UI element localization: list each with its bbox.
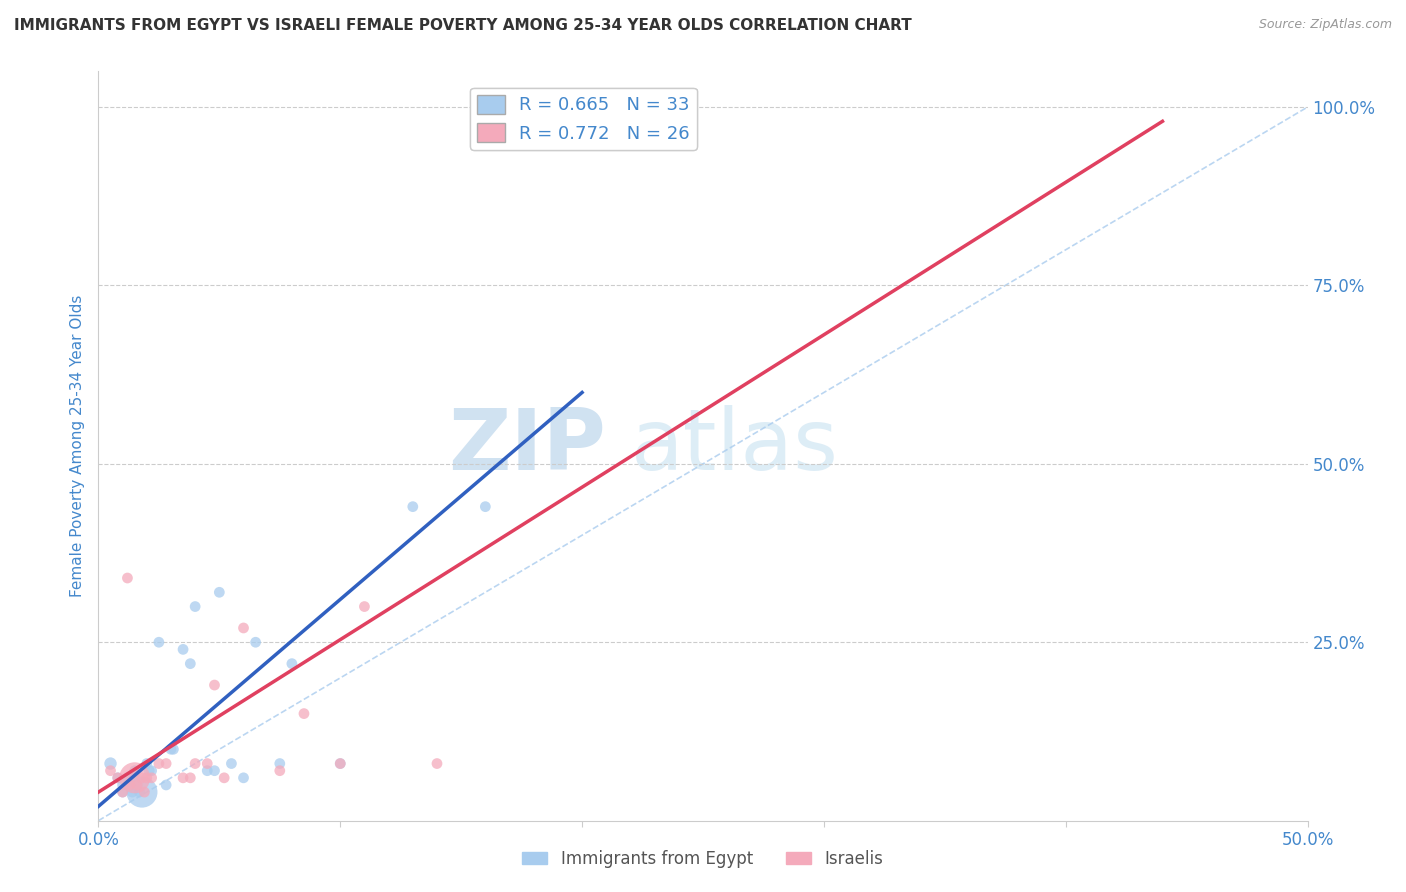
Point bbox=[329, 756, 352, 771]
Point bbox=[155, 756, 177, 771]
Point bbox=[269, 756, 291, 771]
Point bbox=[162, 742, 184, 756]
Point bbox=[148, 756, 170, 771]
Point bbox=[100, 756, 122, 771]
Point bbox=[204, 764, 226, 778]
Point bbox=[121, 785, 143, 799]
Point bbox=[127, 778, 149, 792]
Point bbox=[155, 778, 177, 792]
Point bbox=[179, 657, 201, 671]
Point bbox=[195, 764, 218, 778]
Point bbox=[124, 771, 146, 785]
Point bbox=[245, 635, 267, 649]
Point bbox=[184, 599, 207, 614]
Text: atlas: atlas bbox=[630, 404, 838, 488]
Point bbox=[292, 706, 315, 721]
Text: IMMIGRANTS FROM EGYPT VS ISRAELI FEMALE POVERTY AMONG 25-34 YEAR OLDS CORRELATIO: IMMIGRANTS FROM EGYPT VS ISRAELI FEMALE … bbox=[14, 18, 912, 33]
Point bbox=[179, 771, 201, 785]
Point bbox=[107, 771, 129, 785]
Point bbox=[117, 771, 139, 785]
Point bbox=[148, 635, 170, 649]
Point bbox=[128, 785, 150, 799]
Point bbox=[208, 585, 231, 599]
Point bbox=[135, 771, 157, 785]
Point bbox=[111, 778, 134, 792]
Point bbox=[402, 500, 425, 514]
Point bbox=[281, 657, 304, 671]
Point bbox=[232, 771, 254, 785]
Legend: R = 0.665   N = 33, R = 0.772   N = 26: R = 0.665 N = 33, R = 0.772 N = 26 bbox=[470, 88, 697, 150]
Point bbox=[141, 771, 163, 785]
Point bbox=[172, 771, 194, 785]
Point bbox=[124, 771, 146, 785]
Point bbox=[523, 136, 546, 150]
Point bbox=[329, 756, 352, 771]
Point bbox=[195, 756, 218, 771]
Text: ZIP: ZIP bbox=[449, 404, 606, 488]
Point bbox=[135, 756, 157, 771]
Point bbox=[111, 785, 134, 799]
Point bbox=[353, 599, 375, 614]
Text: Source: ZipAtlas.com: Source: ZipAtlas.com bbox=[1258, 18, 1392, 31]
Point bbox=[426, 756, 449, 771]
Point bbox=[118, 778, 141, 792]
Point bbox=[204, 678, 226, 692]
Point bbox=[172, 642, 194, 657]
Point bbox=[474, 500, 496, 514]
Point bbox=[131, 771, 153, 785]
Point bbox=[117, 571, 139, 585]
Point bbox=[100, 764, 122, 778]
Point bbox=[269, 764, 291, 778]
Point bbox=[124, 764, 146, 778]
Point bbox=[184, 756, 207, 771]
Point bbox=[160, 742, 183, 756]
Point bbox=[138, 764, 160, 778]
Point bbox=[107, 771, 129, 785]
Point bbox=[131, 785, 153, 799]
Point bbox=[232, 621, 254, 635]
Point bbox=[221, 756, 243, 771]
Point bbox=[134, 785, 156, 799]
Point bbox=[212, 771, 235, 785]
Point bbox=[111, 785, 134, 799]
Y-axis label: Female Poverty Among 25-34 Year Olds: Female Poverty Among 25-34 Year Olds bbox=[69, 295, 84, 597]
Point bbox=[118, 778, 141, 792]
Point bbox=[141, 764, 163, 778]
Legend: Immigrants from Egypt, Israelis: Immigrants from Egypt, Israelis bbox=[516, 844, 890, 875]
Point bbox=[127, 778, 149, 792]
